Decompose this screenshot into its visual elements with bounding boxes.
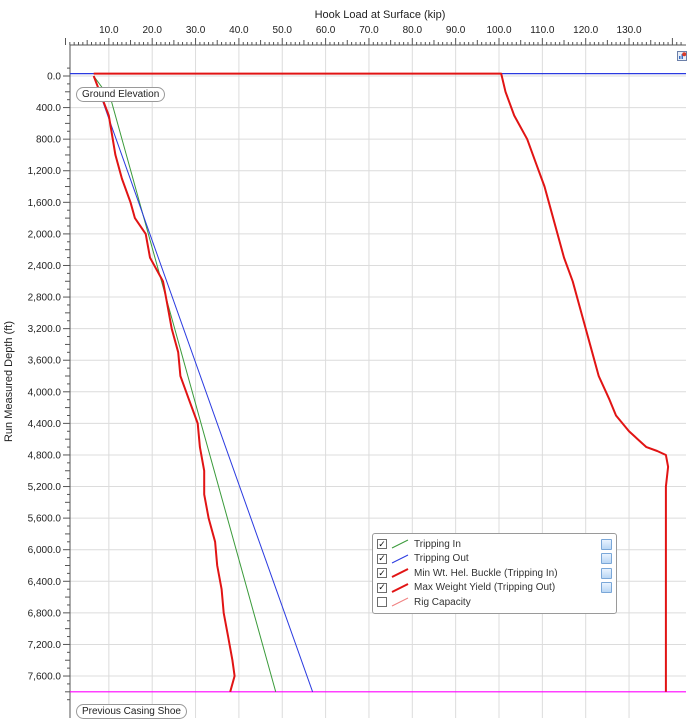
legend-label: Max Weight Yield (Tripping Out) <box>414 582 556 594</box>
series-line <box>93 75 314 692</box>
x-tick-label: 100.0 <box>486 25 511 36</box>
series-options-icon[interactable] <box>601 538 612 550</box>
x-tick-label: 30.0 <box>186 25 206 36</box>
data-series <box>92 72 670 693</box>
chart-options-icon[interactable] <box>677 51 687 61</box>
legend-item: ✓ Min Wt. Hel. Buckle (Tripping In) <box>377 566 612 581</box>
x-tick-label: 120.0 <box>573 25 598 36</box>
y-tick-label: 400.0 <box>36 103 61 114</box>
legend-label: Min Wt. Hel. Buckle (Tripping In) <box>414 567 558 579</box>
x-tick-label: 60.0 <box>316 25 336 36</box>
y-tick-label: 4,800.0 <box>28 450 62 461</box>
series-options-icon[interactable] <box>601 567 612 579</box>
legend-swatch <box>391 554 409 564</box>
x-tick-label: 20.0 <box>142 25 162 36</box>
legend-swatch <box>391 582 409 593</box>
x-tick-label: 10.0 <box>99 25 119 36</box>
series-options-icon[interactable] <box>601 553 612 565</box>
y-tick-label: 2,400.0 <box>28 261 62 272</box>
legend-checkbox[interactable]: ✓ <box>377 582 387 593</box>
y-tick-label: 4,400.0 <box>28 419 62 430</box>
series-line <box>92 75 236 693</box>
y-tick-label: 4,000.0 <box>28 387 62 398</box>
y-tick-label: 1,600.0 <box>28 198 62 209</box>
y-tick-label: 2,000.0 <box>28 229 62 240</box>
legend-item: Rig Capacity <box>377 595 612 610</box>
legend-swatch <box>391 539 409 549</box>
legend-checkbox[interactable] <box>377 597 387 608</box>
y-axis-ticks: 0.0 400.0 800.0 1,200.0 1,600.0 2,000.0 2,400.… <box>28 67 70 701</box>
series-options-icon[interactable] <box>601 582 612 594</box>
legend-label: Rig Capacity <box>414 596 471 608</box>
y-tick-label: 6,800.0 <box>28 608 62 619</box>
x-tick-label: 80.0 <box>403 25 423 36</box>
x-axis-ticks: 10.0 20.0 30.0 40.0 50.0 60.0 70.0 80.0 90.0 100.… <box>65 25 682 45</box>
legend-label: Tripping In <box>414 538 461 550</box>
y-tick-label: 3,600.0 <box>28 356 62 367</box>
y-tick-label: 1,200.0 <box>28 166 62 177</box>
x-tick-label: 40.0 <box>229 25 249 36</box>
legend-checkbox[interactable]: ✓ <box>377 567 387 579</box>
y-tick-label: 5,600.0 <box>28 514 62 525</box>
y-tick-label: 0.0 <box>47 72 61 83</box>
legend-checkbox[interactable]: ✓ <box>377 553 387 564</box>
y-tick-label: 800.0 <box>36 135 61 146</box>
legend-item: ✓ Tripping In <box>377 537 612 552</box>
legend-label: Tripping Out <box>414 553 469 565</box>
plot-area <box>70 45 686 718</box>
previous-casing-shoe-label: Previous Casing Shoe <box>76 704 187 719</box>
x-tick-label: 130.0 <box>617 25 642 36</box>
chart-legend: ✓ Tripping In ✓ Tripping Out ✓ Min Wt. Hel. B… <box>372 533 617 614</box>
y-axis-title: Run Measured Depth (ft) <box>3 321 15 442</box>
legend-swatch <box>391 597 409 607</box>
y-tick-label: 3,200.0 <box>28 324 62 335</box>
grid-lines <box>70 45 686 718</box>
x-tick-label: 110.0 <box>530 25 555 36</box>
legend-swatch <box>391 568 409 579</box>
y-tick-label: 5,200.0 <box>28 482 62 493</box>
legend-item: ✓ Max Weight Yield (Tripping Out) <box>377 581 612 596</box>
y-tick-label: 7,600.0 <box>28 672 62 683</box>
y-tick-label: 2,800.0 <box>28 293 62 304</box>
legend-item: ✓ Tripping Out <box>377 552 612 567</box>
y-tick-label: 6,000.0 <box>28 545 62 556</box>
x-tick-label: 90.0 <box>446 25 466 36</box>
x-tick-label: 70.0 <box>359 25 379 36</box>
legend-checkbox[interactable]: ✓ <box>377 538 387 550</box>
ground-elevation-label: Ground Elevation <box>76 87 166 102</box>
x-tick-label: 50.0 <box>273 25 293 36</box>
y-tick-label: 6,400.0 <box>28 577 62 588</box>
series-line <box>93 72 670 692</box>
y-tick-label: 7,200.0 <box>28 640 62 651</box>
x-axis-title: Hook Load at Surface (kip) <box>315 9 446 21</box>
